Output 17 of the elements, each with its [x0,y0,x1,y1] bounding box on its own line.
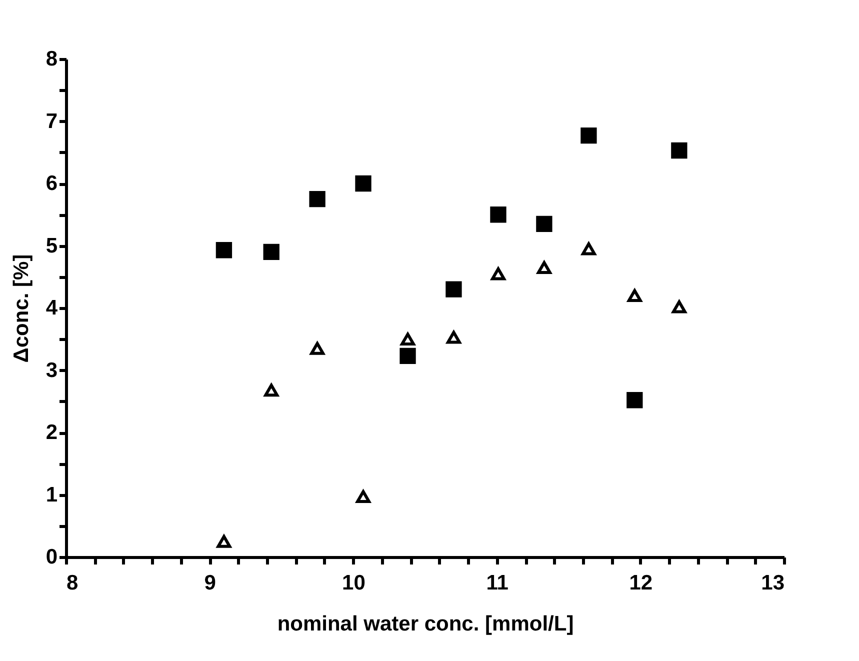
y-tick-label: 1 [46,483,58,506]
y-tick-label: 5 [46,234,58,258]
x-tick-label: 12 [629,572,653,594]
y-tick-label: 7 [46,110,58,133]
x-tick-label: 8 [66,572,78,594]
x-tick-label: 13 [761,572,784,594]
y-tick-label: 0 [46,546,58,568]
y-tick-label: 3 [46,358,58,382]
y-tick-label: 4 [46,296,58,320]
x-tick-label: 9 [204,572,216,594]
x-tick-label: 11 [486,572,509,594]
y-tick-label: 8 [46,48,58,70]
x-axis-title: nominal water conc. [mmol/L] [277,612,574,636]
y-tick-label: 2 [46,421,58,444]
y-tick-label: 6 [46,172,58,195]
x-tick-label: 10 [342,572,366,594]
y-axis-title: Δconc. [%] [10,254,33,363]
